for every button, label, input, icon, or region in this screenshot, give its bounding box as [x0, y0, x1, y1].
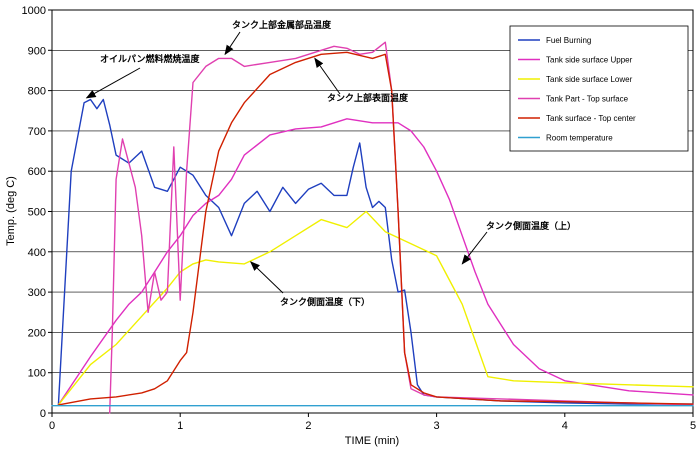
y-axis-label: Temp. (deg C): [5, 176, 17, 246]
annotations: オイルパン燃料燃焼温度 タンク上部金属部品温度タンク上部表面温度タンク側面温度（上…: [85, 19, 576, 308]
annotation-arrow: [249, 261, 284, 294]
y-tick-label: 600: [28, 166, 46, 178]
y-tick-label: 700: [28, 126, 46, 138]
x-tick-label: 5: [690, 420, 696, 432]
y-tick-label: 100: [28, 368, 46, 380]
legend-entry-label: Fuel Burning: [546, 36, 591, 45]
annotation-arrow: [461, 231, 488, 265]
y-tick-label: 500: [28, 207, 46, 219]
x-tick-label: 0: [49, 420, 55, 432]
x-tick-label: 2: [305, 420, 311, 432]
series-line-tank-part-top-surface: [108, 41, 694, 414]
legend-entry-label: Room temperature: [546, 134, 613, 143]
legend-box: [509, 25, 689, 152]
series-line-fuel-burning: [57, 98, 694, 406]
x-tick-label: 4: [562, 420, 568, 432]
legend-entry-label: Tank Part - Top surface: [546, 95, 629, 104]
legend-entry-label: Tank side surface Upper: [546, 56, 633, 65]
y-tick-label: 1000: [22, 5, 46, 17]
series-lines: [51, 41, 694, 414]
y-tick-label: 0: [40, 408, 46, 420]
y-tick-label: 400: [28, 247, 46, 259]
legend: Fuel Burning Tank side surface Upper Tank …: [509, 25, 689, 152]
legend-entry-label: Tank side surface Lower: [546, 75, 633, 84]
annotation-arrow: [314, 57, 341, 95]
x-tick-label: 3: [434, 420, 440, 432]
annotation-label: タンク上部表面温度: [327, 92, 409, 104]
y-tick-label: 900: [28, 45, 46, 57]
y-tick-label: 300: [28, 287, 46, 299]
annotation-label: オイルパン燃料燃焼温度: [100, 53, 200, 65]
x-tick-label: 1: [177, 420, 183, 432]
y-tick-label: 800: [28, 86, 46, 98]
annotation-label: タンク側面温度（上）: [486, 220, 576, 232]
series-line-tank-surface-top-center: [57, 51, 694, 406]
x-axis-label: TIME (min): [345, 435, 399, 447]
legend-entry-label: Tank surface - Top center: [546, 114, 636, 123]
annotation-label: タンク上部金属部品温度: [232, 19, 332, 31]
axis-ticks: 0 100 200 300 400 500 600 700 800 900 1000 0 1 2 3 4 5: [22, 5, 697, 432]
series-line-tank-side-surface-lower: [57, 210, 694, 406]
annotation-label: タンク側面温度（下）: [280, 296, 370, 308]
annotation-arrow: [85, 67, 141, 99]
annotation-arrow: [224, 31, 241, 56]
y-tick-label: 200: [28, 327, 46, 339]
